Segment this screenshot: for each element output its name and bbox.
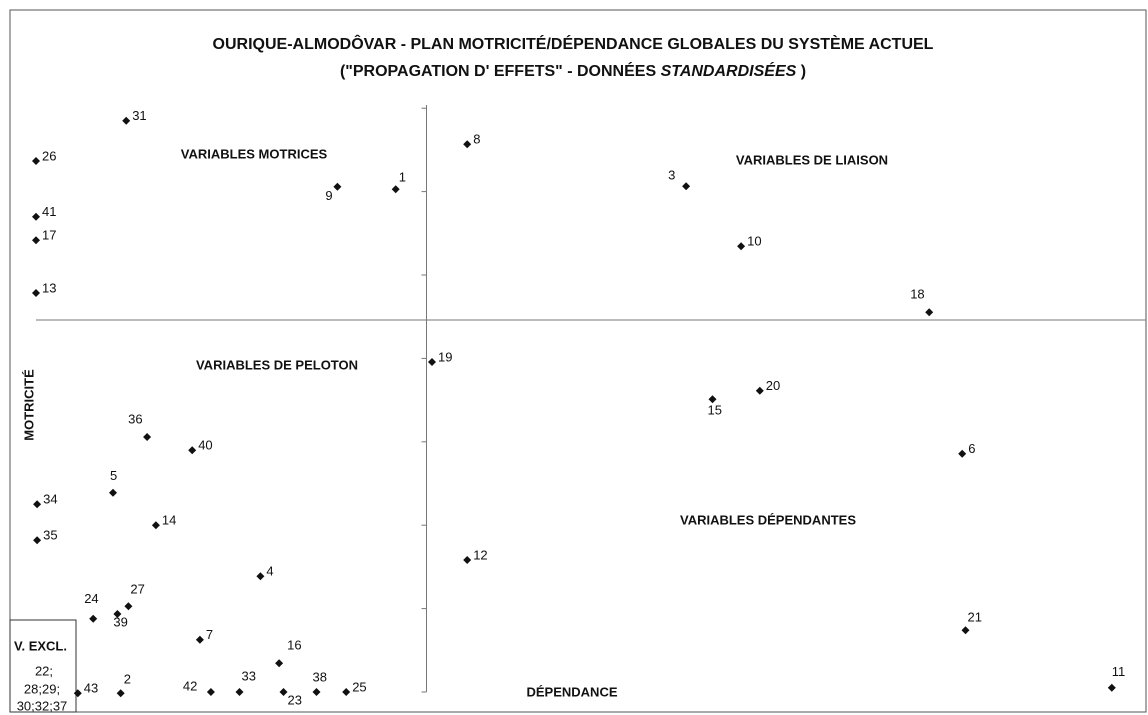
y-axis-label: MOTRICITÉ [21, 369, 36, 441]
point [682, 182, 691, 191]
point [122, 116, 131, 125]
point [312, 688, 321, 696]
excluded-line: 28;29; [24, 681, 60, 696]
point-label: 24 [84, 591, 98, 606]
point-label: 4 [266, 564, 273, 579]
point-label: 6 [968, 441, 975, 456]
quadrant-label: VARIABLES DE PELOTON [196, 357, 358, 372]
point [113, 610, 122, 618]
point-label: 33 [242, 668, 256, 683]
point [428, 358, 436, 366]
excluded-line: 22; [35, 663, 53, 678]
point-label: 34 [43, 492, 57, 507]
point-label: 15 [708, 403, 722, 418]
point [124, 602, 133, 611]
point [333, 182, 342, 191]
point-label: 42 [183, 678, 197, 693]
point-label: 36 [128, 411, 142, 426]
point-label: 20 [766, 378, 780, 393]
excluded-title: V. EXCL. [14, 638, 67, 653]
point-label: 5 [110, 468, 117, 483]
point-label: 40 [198, 438, 212, 453]
point-label: 39 [113, 614, 127, 629]
point [206, 688, 215, 696]
point [33, 500, 42, 509]
point-label: 7 [206, 627, 213, 642]
point [463, 140, 472, 149]
point-label: 1 [399, 170, 406, 185]
point [32, 212, 40, 221]
point-label: 18 [910, 287, 924, 302]
point-label: 19 [438, 349, 452, 364]
x-axis-label: DÉPENDANCE [526, 684, 617, 699]
point-label: 38 [313, 669, 327, 684]
point [708, 395, 717, 404]
point [188, 446, 197, 455]
point-label: 21 [968, 610, 982, 625]
point-label: 11 [1112, 664, 1126, 679]
point-label: 3 [668, 168, 675, 183]
point-label: 13 [42, 280, 56, 295]
point [925, 308, 934, 317]
point-label: 8 [473, 132, 480, 147]
point [342, 688, 351, 696]
point [958, 449, 967, 458]
subtitle-part: ) [796, 63, 806, 80]
point [463, 556, 472, 564]
chart-subtitle: ("PROPAGATION D' EFFETS" - DONNÉES STAND… [340, 61, 806, 80]
point-label: 23 [288, 692, 302, 707]
point [737, 242, 746, 251]
point-label: 26 [42, 148, 56, 163]
point [89, 614, 98, 623]
subtitle-part: ("PROPAGATION D' EFFETS" - DONNÉES [340, 61, 661, 80]
point-label: 27 [130, 582, 144, 597]
quadrant-label: VARIABLES DE LIAISON [736, 152, 888, 167]
point-label: 17 [42, 228, 56, 243]
point [275, 659, 284, 668]
point [195, 635, 204, 644]
point-label: 9 [325, 188, 332, 203]
point-label: 10 [747, 234, 761, 249]
excluded-box [9, 619, 77, 713]
point [235, 688, 244, 696]
point [256, 572, 265, 581]
point-label: 25 [352, 679, 366, 694]
point-label: 31 [132, 108, 146, 123]
point [116, 689, 125, 698]
point [391, 185, 400, 194]
chart-frame [9, 9, 1147, 713]
subtitle-part: STANDARDISÉES [661, 61, 797, 80]
point-label: 35 [43, 528, 57, 543]
excluded-line: 30;32;37 [17, 698, 68, 713]
point [755, 386, 764, 395]
quadrant-label: VARIABLES DÉPENDANTES [680, 512, 856, 527]
point-label: 16 [287, 638, 301, 653]
chart-title: OURIQUE-ALMODÔVAR - PLAN MOTRICITÉ/DÉPEN… [213, 34, 934, 53]
point [32, 289, 40, 297]
point [73, 689, 82, 698]
point [109, 488, 117, 497]
point [143, 433, 152, 441]
point-label: 12 [473, 547, 487, 562]
point-label: 41 [42, 204, 56, 219]
point [32, 236, 40, 245]
point-label: 43 [84, 681, 98, 696]
point [33, 536, 42, 545]
point [279, 688, 288, 696]
point [1107, 683, 1116, 692]
point [961, 626, 970, 635]
point-label: 2 [124, 672, 131, 687]
quadrant-label: VARIABLES MOTRICES [181, 146, 328, 161]
point [32, 157, 40, 165]
point-label: 14 [162, 513, 176, 528]
point [151, 521, 160, 530]
